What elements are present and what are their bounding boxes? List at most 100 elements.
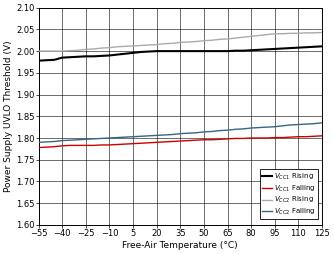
$V_{CC1}$ Falling: [92, 144, 96, 147]
$V_{CC1}$ Falling: [163, 140, 167, 144]
$V_{CC2}$ Falling: [100, 137, 104, 140]
$V_{CC2}$ Rising: [52, 50, 56, 53]
Legend: $V_{CC1}$ Rising, $V_{CC1}$ Falling, $V_{CC2}$ Rising, $V_{CC2}$ Falling: $V_{CC1}$ Rising, $V_{CC1}$ Falling, $V_…: [260, 169, 319, 219]
$V_{CC2}$ Rising: [304, 31, 308, 34]
$V_{CC2}$ Falling: [296, 123, 300, 126]
Line: $V_{CC1}$ Falling: $V_{CC1}$ Falling: [39, 136, 322, 148]
$V_{CC2}$ Falling: [281, 124, 285, 127]
$V_{CC2}$ Rising: [60, 50, 64, 53]
$V_{CC2}$ Rising: [123, 45, 127, 48]
$V_{CC1}$ Rising: [210, 50, 214, 53]
$V_{CC1}$ Falling: [194, 139, 198, 142]
$V_{CC2}$ Falling: [92, 137, 96, 140]
$V_{CC2}$ Rising: [186, 40, 190, 43]
$V_{CC1}$ Rising: [147, 50, 151, 53]
$V_{CC2}$ Rising: [37, 50, 41, 53]
$V_{CC1}$ Rising: [186, 50, 190, 53]
$V_{CC1}$ Rising: [241, 49, 245, 52]
$V_{CC2}$ Falling: [84, 138, 88, 141]
$V_{CC1}$ Rising: [178, 50, 182, 53]
$V_{CC1}$ Rising: [273, 47, 277, 51]
$V_{CC1}$ Falling: [296, 135, 300, 138]
$V_{CC1}$ Rising: [281, 47, 285, 50]
$V_{CC1}$ Rising: [131, 51, 135, 54]
$V_{CC1}$ Falling: [178, 139, 182, 142]
$V_{CC1}$ Rising: [225, 50, 229, 53]
$V_{CC1}$ Falling: [147, 141, 151, 144]
$V_{CC1}$ Rising: [257, 48, 261, 51]
$V_{CC2}$ Falling: [60, 139, 64, 142]
Line: $V_{CC1}$ Rising: $V_{CC1}$ Rising: [39, 46, 322, 61]
$V_{CC1}$ Rising: [52, 58, 56, 61]
$V_{CC2}$ Rising: [265, 33, 269, 36]
$V_{CC2}$ Rising: [131, 44, 135, 47]
$V_{CC1}$ Falling: [76, 144, 80, 147]
$V_{CC2}$ Rising: [281, 32, 285, 35]
$V_{CC2}$ Falling: [123, 136, 127, 139]
$V_{CC2}$ Rising: [296, 32, 300, 35]
$V_{CC1}$ Falling: [210, 138, 214, 141]
$V_{CC1}$ Falling: [289, 136, 293, 139]
$V_{CC2}$ Falling: [257, 126, 261, 129]
$V_{CC1}$ Falling: [108, 144, 112, 147]
$V_{CC1}$ Falling: [139, 142, 143, 145]
$V_{CC2}$ Rising: [115, 45, 119, 48]
$V_{CC1}$ Falling: [257, 136, 261, 139]
$V_{CC2}$ Falling: [218, 129, 222, 132]
$V_{CC1}$ Rising: [218, 50, 222, 53]
$V_{CC1}$ Falling: [131, 142, 135, 145]
$V_{CC1}$ Rising: [60, 56, 64, 59]
$V_{CC1}$ Falling: [37, 146, 41, 149]
$V_{CC1}$ Falling: [170, 140, 174, 143]
$V_{CC2}$ Rising: [233, 37, 237, 40]
$V_{CC2}$ Rising: [170, 42, 174, 45]
$V_{CC1}$ Rising: [92, 55, 96, 58]
Y-axis label: Power Supply UVLO Threshold (V): Power Supply UVLO Threshold (V): [4, 40, 13, 192]
$V_{CC1}$ Rising: [320, 45, 324, 48]
$V_{CC2}$ Rising: [92, 47, 96, 51]
$V_{CC1}$ Falling: [84, 144, 88, 147]
$V_{CC1}$ Falling: [186, 139, 190, 142]
$V_{CC2}$ Rising: [163, 42, 167, 45]
$V_{CC1}$ Rising: [170, 50, 174, 53]
$V_{CC1}$ Falling: [312, 135, 316, 138]
$V_{CC1}$ Rising: [296, 46, 300, 49]
$V_{CC1}$ Rising: [68, 56, 72, 59]
$V_{CC1}$ Falling: [44, 146, 48, 149]
$V_{CC1}$ Rising: [312, 45, 316, 48]
$V_{CC2}$ Rising: [139, 44, 143, 47]
$V_{CC2}$ Falling: [178, 132, 182, 135]
$V_{CC2}$ Falling: [320, 121, 324, 124]
$V_{CC1}$ Falling: [218, 138, 222, 141]
$V_{CC2}$ Rising: [249, 35, 253, 38]
$V_{CC1}$ Rising: [202, 50, 206, 53]
$V_{CC2}$ Rising: [84, 48, 88, 51]
$V_{CC2}$ Falling: [249, 126, 253, 130]
$V_{CC1}$ Falling: [249, 136, 253, 139]
$V_{CC1}$ Falling: [100, 144, 104, 147]
$V_{CC2}$ Rising: [289, 32, 293, 35]
$V_{CC2}$ Falling: [52, 140, 56, 143]
$V_{CC1}$ Falling: [320, 134, 324, 137]
$V_{CC1}$ Falling: [273, 136, 277, 139]
$V_{CC2}$ Falling: [37, 141, 41, 144]
$V_{CC1}$ Rising: [76, 55, 80, 58]
X-axis label: Free-Air Temperature (°C): Free-Air Temperature (°C): [123, 241, 238, 250]
$V_{CC1}$ Rising: [100, 54, 104, 57]
$V_{CC1}$ Falling: [233, 137, 237, 140]
$V_{CC1}$ Falling: [60, 144, 64, 147]
$V_{CC1}$ Falling: [281, 136, 285, 139]
$V_{CC2}$ Falling: [163, 133, 167, 136]
$V_{CC2}$ Falling: [68, 139, 72, 142]
$V_{CC1}$ Rising: [304, 46, 308, 49]
$V_{CC2}$ Falling: [202, 130, 206, 133]
$V_{CC2}$ Rising: [225, 37, 229, 40]
$V_{CC2}$ Rising: [100, 46, 104, 50]
$V_{CC1}$ Falling: [68, 144, 72, 147]
$V_{CC1}$ Rising: [108, 54, 112, 57]
$V_{CC1}$ Falling: [123, 142, 127, 146]
$V_{CC1}$ Falling: [304, 135, 308, 138]
$V_{CC2}$ Falling: [155, 134, 159, 137]
$V_{CC1}$ Rising: [155, 50, 159, 53]
$V_{CC2}$ Rising: [147, 43, 151, 46]
